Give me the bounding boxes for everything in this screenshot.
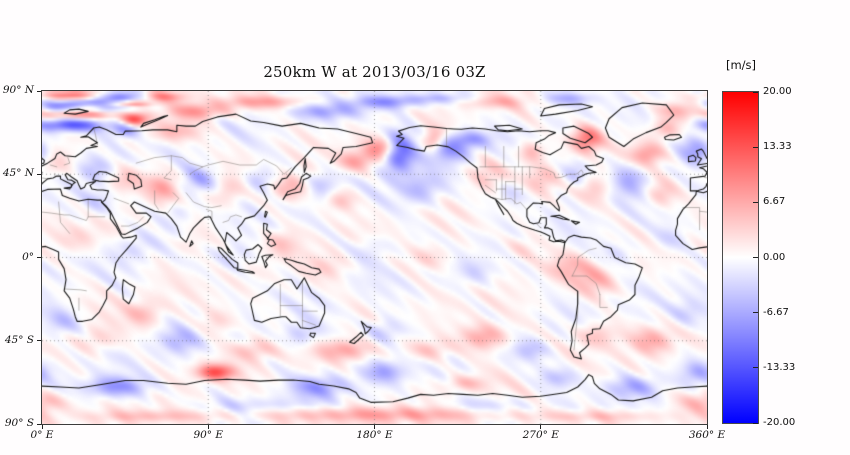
lon-tick-label: 270° E xyxy=(522,429,559,441)
lon-axis-tick xyxy=(540,425,542,429)
colorbar-tick-label: -20.00 xyxy=(763,417,796,428)
plot-title: 250km W at 2013/03/16 03Z xyxy=(263,63,486,81)
colorbar-tick-label: 6.67 xyxy=(763,196,786,208)
lon-axis-tick xyxy=(207,425,209,429)
lon-tick-label: 90° E xyxy=(193,429,224,441)
colorbar-gradient xyxy=(723,92,758,423)
lon-axis-tick xyxy=(374,425,375,429)
colorbar-tick-label: -6.67 xyxy=(763,306,789,318)
colorbar xyxy=(723,92,758,423)
colorbar-tick xyxy=(753,312,758,314)
colorbar-tick-label: 20.00 xyxy=(763,86,792,97)
lat-axis-tick xyxy=(37,90,41,92)
colorbar-tick xyxy=(753,201,758,203)
lat-tick-label: 90° S xyxy=(4,417,34,429)
colorbar-tick-label: -13.33 xyxy=(763,361,796,373)
lat-axis-tick xyxy=(37,340,41,342)
colorbar-tick xyxy=(753,146,758,148)
colorbar-tick xyxy=(753,367,758,369)
lat-tick-label: 90° N xyxy=(2,84,34,96)
colorbar-units-label: [m/s] xyxy=(725,58,757,72)
colorbar-tick-label: 13.33 xyxy=(763,141,792,153)
colorbar-tick xyxy=(753,257,758,258)
colorbar-tick xyxy=(753,91,758,93)
colorbar-tick-label: 0.00 xyxy=(763,251,786,263)
map-plot xyxy=(42,91,707,424)
lon-tick-label: 360° E xyxy=(688,429,726,441)
lat-tick-label: 45° N xyxy=(2,167,34,180)
lat-axis-tick xyxy=(37,423,41,425)
lat-axis-tick xyxy=(37,257,41,258)
map-field-canvas xyxy=(42,91,707,424)
lon-tick-label: 0° E xyxy=(30,429,54,441)
lon-tick-label: 180° E xyxy=(356,429,393,441)
lat-tick-label: 0° xyxy=(22,250,34,263)
colorbar-tick xyxy=(753,422,758,424)
lat-tick-label: 45° S xyxy=(4,333,34,346)
lat-axis-tick xyxy=(37,173,41,175)
lon-axis-tick xyxy=(706,425,708,429)
lon-axis-tick xyxy=(41,425,43,429)
